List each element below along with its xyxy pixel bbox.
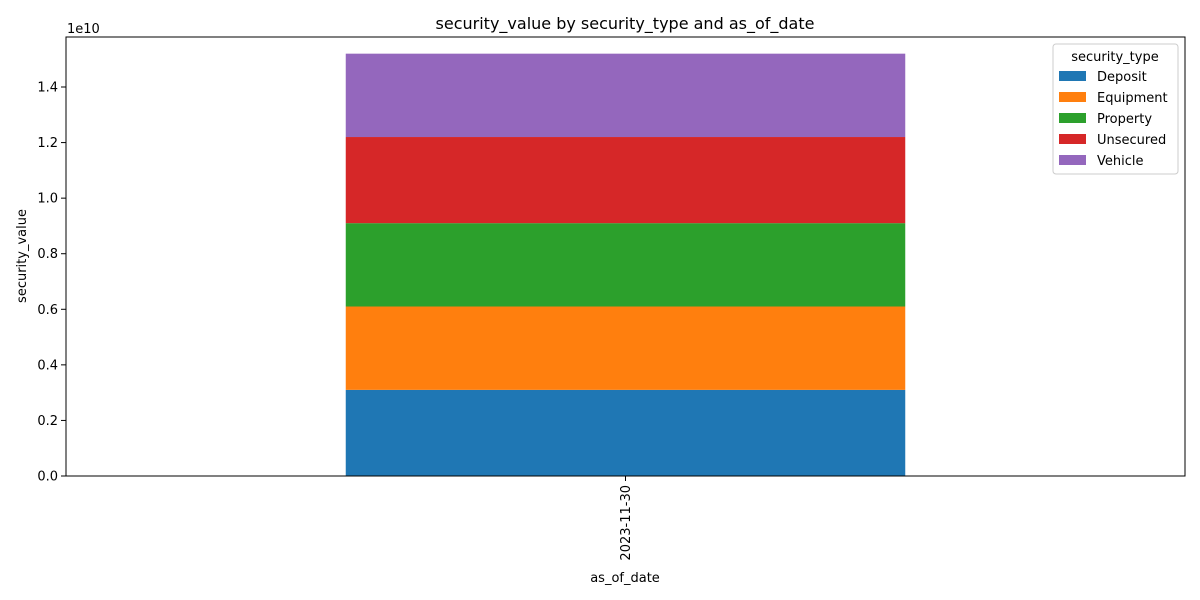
legend-label-property: Property <box>1097 112 1152 127</box>
legend-label-unsecured: Unsecured <box>1097 133 1166 148</box>
x-axis: 2023-11-30 <box>619 476 634 561</box>
y-tick-label: 0.8 <box>37 247 58 262</box>
bar-deposit-2023-11-30 <box>345 389 906 476</box>
legend-label-vehicle: Vehicle <box>1097 154 1144 169</box>
y-axis-label: security_value <box>15 209 30 303</box>
y-tick-label: 1.2 <box>37 136 58 151</box>
y-axis-offset-label: 1e10 <box>67 22 100 37</box>
legend-label-deposit: Deposit <box>1097 70 1147 85</box>
legend-swatch-deposit <box>1059 71 1086 81</box>
y-axis: 0.0 0.2 0.4 0.6 0.8 1.0 1.2 1.4 <box>37 81 66 485</box>
legend: security_type Deposit Equipment Property Un… <box>1052 43 1179 175</box>
legend-items: Deposit Equipment Property Unsecured Vehicle <box>1059 70 1168 169</box>
y-tick-label: 0.4 <box>37 358 58 373</box>
y-tick-label: 1.4 <box>37 81 58 96</box>
y-tick-label: 1.0 <box>37 192 58 207</box>
legend-swatch-equipment <box>1059 92 1086 102</box>
y-tick-label: 0.6 <box>37 303 58 318</box>
chart-title: security_value by security_type and as_o… <box>436 14 815 34</box>
y-tick-label: 0.0 <box>37 470 58 485</box>
legend-swatch-unsecured <box>1059 134 1086 144</box>
x-tick-label: 2023-11-30 <box>619 485 634 561</box>
x-axis-label: as_of_date <box>590 571 660 586</box>
bar-equipment-2023-11-30 <box>345 306 906 390</box>
y-tick-label: 0.2 <box>37 414 58 429</box>
legend-swatch-property <box>1059 113 1086 123</box>
legend-label-equipment: Equipment <box>1097 91 1168 106</box>
bar-vehicle-2023-11-30 <box>345 53 906 138</box>
bar-unsecured-2023-11-30 <box>345 137 906 224</box>
bar-property-2023-11-30 <box>345 223 906 307</box>
legend-title: security_type <box>1071 50 1158 65</box>
bars-layer <box>345 53 906 476</box>
legend-swatch-vehicle <box>1059 155 1086 165</box>
